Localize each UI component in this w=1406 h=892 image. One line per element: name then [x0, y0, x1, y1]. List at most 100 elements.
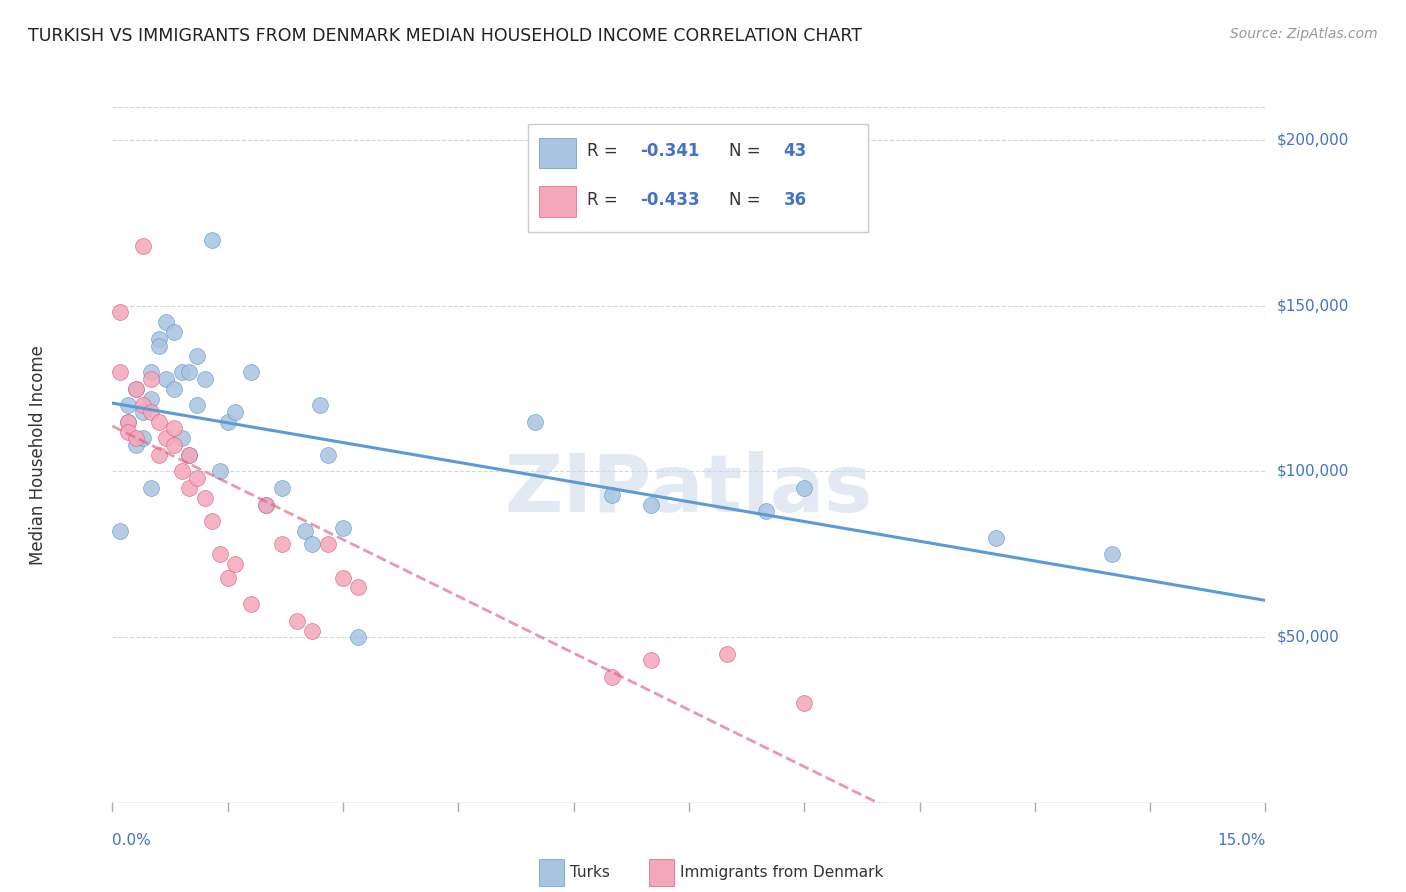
Text: ZIPatlas: ZIPatlas — [505, 450, 873, 529]
Point — [793, 697, 815, 711]
Point — [155, 315, 177, 329]
Point — [316, 448, 339, 462]
Point — [640, 653, 662, 667]
Point — [224, 558, 246, 572]
Point — [108, 365, 131, 379]
Point — [163, 326, 186, 340]
Point — [139, 392, 162, 406]
Point — [1101, 547, 1123, 561]
Point — [163, 438, 186, 452]
Point — [316, 537, 339, 551]
Point — [117, 398, 139, 412]
Point — [117, 415, 139, 429]
Point — [148, 338, 170, 352]
Point — [170, 431, 193, 445]
Text: $150,000: $150,000 — [1277, 298, 1348, 313]
Point — [294, 524, 316, 538]
FancyBboxPatch shape — [648, 859, 673, 886]
Text: R =: R = — [588, 191, 623, 209]
Point — [186, 398, 208, 412]
Point — [148, 332, 170, 346]
FancyBboxPatch shape — [527, 124, 868, 232]
Text: -0.433: -0.433 — [641, 191, 700, 209]
Point — [155, 431, 177, 445]
Point — [124, 382, 146, 396]
Text: Median Household Income: Median Household Income — [28, 345, 46, 565]
Point — [309, 398, 332, 412]
Point — [201, 514, 224, 528]
Point — [201, 233, 224, 247]
Point — [155, 372, 177, 386]
Point — [108, 305, 131, 319]
Point — [179, 448, 201, 462]
Text: R =: R = — [588, 142, 623, 160]
Point — [285, 614, 308, 628]
Point — [117, 415, 139, 429]
Point — [170, 365, 193, 379]
Text: Immigrants from Denmark: Immigrants from Denmark — [679, 865, 883, 880]
Point — [179, 365, 201, 379]
Point — [209, 547, 232, 561]
Point — [132, 405, 155, 419]
Point — [132, 431, 155, 445]
Text: N =: N = — [730, 191, 766, 209]
Point — [148, 415, 170, 429]
Point — [124, 382, 146, 396]
Point — [301, 624, 323, 638]
Point — [224, 405, 246, 419]
Point — [332, 570, 354, 584]
Point — [600, 488, 623, 502]
Point — [139, 365, 162, 379]
Point — [524, 415, 547, 429]
Text: 43: 43 — [783, 142, 807, 160]
Point — [239, 597, 262, 611]
Text: -0.341: -0.341 — [641, 142, 700, 160]
Point — [186, 349, 208, 363]
Point — [332, 521, 354, 535]
Point — [124, 431, 146, 445]
Point — [640, 498, 662, 512]
Point — [170, 465, 193, 479]
Point — [254, 498, 277, 512]
Point — [347, 630, 370, 644]
Text: Turks: Turks — [571, 865, 610, 880]
Point — [139, 372, 162, 386]
Point — [347, 581, 370, 595]
Text: TURKISH VS IMMIGRANTS FROM DENMARK MEDIAN HOUSEHOLD INCOME CORRELATION CHART: TURKISH VS IMMIGRANTS FROM DENMARK MEDIA… — [28, 27, 862, 45]
Text: 0.0%: 0.0% — [112, 833, 152, 848]
Point — [148, 448, 170, 462]
Text: 15.0%: 15.0% — [1218, 833, 1265, 848]
Point — [108, 524, 131, 538]
Point — [254, 498, 277, 512]
Point — [132, 398, 155, 412]
Point — [600, 670, 623, 684]
Point — [179, 448, 201, 462]
FancyBboxPatch shape — [538, 859, 564, 886]
Point — [117, 425, 139, 439]
Text: Source: ZipAtlas.com: Source: ZipAtlas.com — [1230, 27, 1378, 41]
Point — [986, 531, 1008, 545]
Point — [163, 421, 186, 435]
Text: $100,000: $100,000 — [1277, 464, 1348, 479]
Point — [716, 647, 738, 661]
Point — [239, 365, 262, 379]
Text: $200,000: $200,000 — [1277, 133, 1348, 148]
Point — [139, 405, 162, 419]
Point — [132, 239, 155, 253]
Point — [793, 481, 815, 495]
Point — [124, 438, 146, 452]
Point — [270, 481, 292, 495]
FancyBboxPatch shape — [538, 186, 576, 217]
Point — [301, 537, 323, 551]
Point — [179, 481, 201, 495]
Point — [217, 570, 239, 584]
Point — [217, 415, 239, 429]
Point — [755, 504, 778, 518]
Point — [139, 481, 162, 495]
Text: $50,000: $50,000 — [1277, 630, 1340, 645]
Point — [209, 465, 232, 479]
Point — [194, 372, 217, 386]
FancyBboxPatch shape — [538, 137, 576, 169]
Text: N =: N = — [730, 142, 766, 160]
Point — [186, 471, 208, 485]
